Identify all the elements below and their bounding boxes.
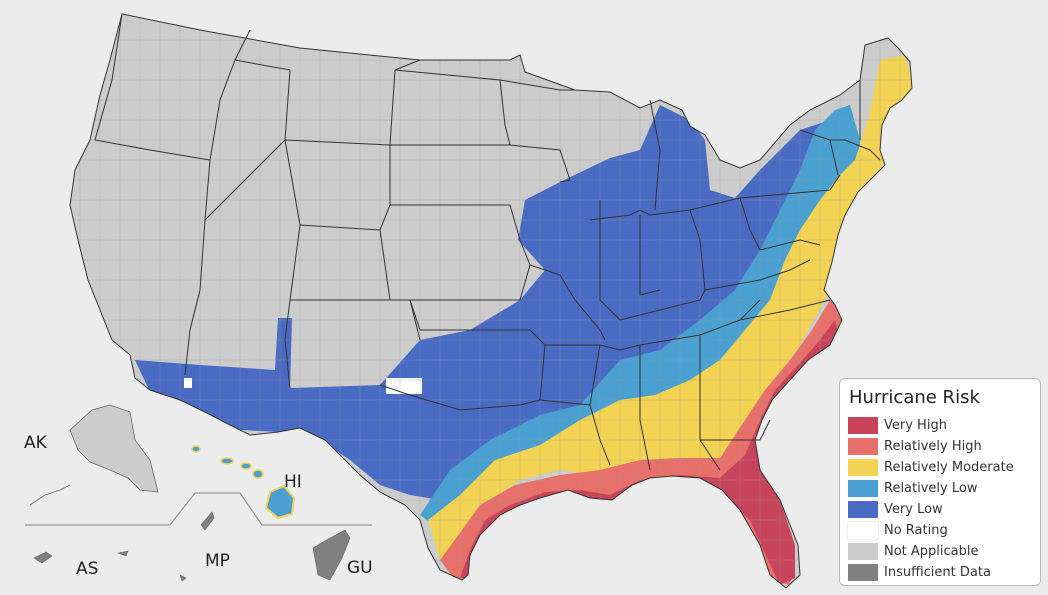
legend-item-no-rating[interactable]: No Rating (847, 520, 1032, 541)
no-rating-zone-az (184, 378, 192, 388)
legend-label: Insufficient Data (884, 565, 991, 580)
label-ak: AK (24, 433, 47, 453)
hawaii-shapes (191, 445, 296, 520)
legend-label: Relatively Moderate (884, 460, 1014, 475)
legend: Hurricane Risk Very High Relatively High R… (839, 378, 1041, 586)
legend-item-not-applicable[interactable]: Not Applicable (848, 541, 1032, 562)
legend-item-very-low[interactable]: Very Low (848, 499, 1032, 520)
legend-swatch-relatively-moderate (848, 459, 878, 476)
label-as: AS (76, 559, 99, 579)
label-hi: HI (284, 472, 302, 492)
legend-swatch-relatively-high (848, 438, 878, 455)
legend-item-very-high[interactable]: Very High (848, 415, 1032, 436)
legend-label: No Rating (884, 523, 948, 538)
legend-swatch-insufficient-data (848, 564, 878, 581)
legend-label: Very Low (884, 502, 943, 517)
relatively-low-zone (420, 105, 860, 530)
legend-item-insufficient-data[interactable]: Insufficient Data (848, 562, 1032, 583)
territory-divider (25, 492, 372, 526)
legend-swatch-very-low (848, 501, 878, 518)
label-mp: MP (205, 551, 230, 571)
label-gu: GU (347, 558, 373, 578)
state-borders (69, 13, 913, 589)
legend-item-relatively-low[interactable]: Relatively Low (848, 478, 1032, 499)
legend-label: Relatively Low (884, 481, 978, 496)
legend-title: Hurricane Risk (849, 387, 980, 408)
legend-label: Not Applicable (884, 544, 979, 559)
no-rating-zone (386, 378, 422, 394)
alaska-shape (29, 404, 159, 506)
legend-swatch-relatively-low (848, 480, 878, 497)
legend-item-relatively-moderate[interactable]: Relatively Moderate (848, 457, 1032, 478)
territory-shapes (33, 511, 351, 582)
legend-label: Relatively High (884, 439, 982, 454)
legend-swatch-very-high (848, 417, 878, 434)
legend-item-relatively-high[interactable]: Relatively High (848, 436, 1032, 457)
legend-label: Very High (884, 418, 947, 433)
legend-swatch-not-applicable (848, 543, 878, 560)
legend-swatch-no-rating (847, 521, 879, 540)
legend-rows: Very High Relatively High Relatively Moder… (847, 415, 1032, 583)
